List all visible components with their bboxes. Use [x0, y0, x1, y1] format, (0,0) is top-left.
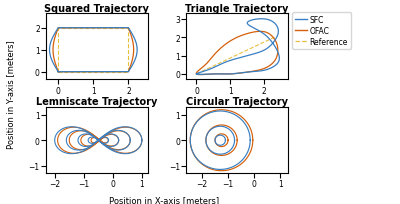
- Text: Position in Y-axis [meters]: Position in Y-axis [meters]: [6, 40, 15, 148]
- Legend: SFC, OFAC, Reference: SFC, OFAC, Reference: [292, 13, 351, 50]
- Title: Lemniscate Trajectory: Lemniscate Trajectory: [36, 97, 158, 107]
- Title: Squared Trajectory: Squared Trajectory: [44, 3, 149, 13]
- Title: Triangle Trajectory: Triangle Trajectory: [186, 3, 289, 13]
- Text: Position in X-axis [meters]: Position in X-axis [meters]: [109, 195, 219, 204]
- Title: Circular Trajectory: Circular Trajectory: [186, 97, 288, 107]
